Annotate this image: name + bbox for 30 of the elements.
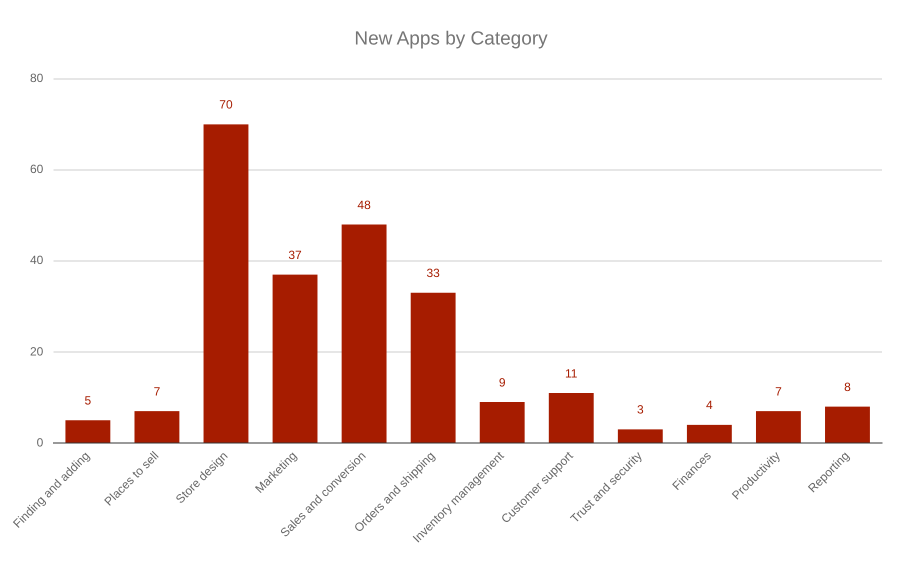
data-label: 37 bbox=[288, 248, 302, 262]
bar bbox=[618, 429, 663, 443]
chart-title: New Apps by Category bbox=[354, 28, 548, 50]
data-label: 70 bbox=[219, 98, 233, 112]
bar bbox=[756, 411, 801, 443]
y-tick-label: 0 bbox=[36, 435, 44, 450]
data-label: 33 bbox=[426, 266, 440, 280]
bar bbox=[134, 411, 180, 443]
data-label: 8 bbox=[844, 380, 852, 394]
data-label: 4 bbox=[706, 398, 714, 412]
data-label: 5 bbox=[84, 394, 92, 408]
y-tick-label: 80 bbox=[30, 71, 44, 86]
bar bbox=[342, 224, 387, 443]
data-label: 7 bbox=[154, 384, 161, 398]
data-label: 11 bbox=[565, 366, 578, 380]
data-label: 9 bbox=[498, 375, 506, 390]
data-label: 3 bbox=[636, 402, 644, 417]
bar bbox=[480, 402, 525, 443]
bar bbox=[548, 392, 594, 443]
y-tick-label: 40 bbox=[30, 253, 44, 268]
y-tick-label: 20 bbox=[30, 344, 44, 358]
bar bbox=[272, 274, 318, 443]
bar bbox=[65, 420, 110, 443]
bar bbox=[204, 124, 248, 443]
bar bbox=[825, 406, 870, 443]
data-label: 7 bbox=[775, 384, 782, 398]
bar bbox=[686, 424, 732, 443]
data-label: 48 bbox=[357, 198, 372, 212]
bar bbox=[410, 292, 456, 443]
y-tick-label: 60 bbox=[30, 162, 44, 176]
